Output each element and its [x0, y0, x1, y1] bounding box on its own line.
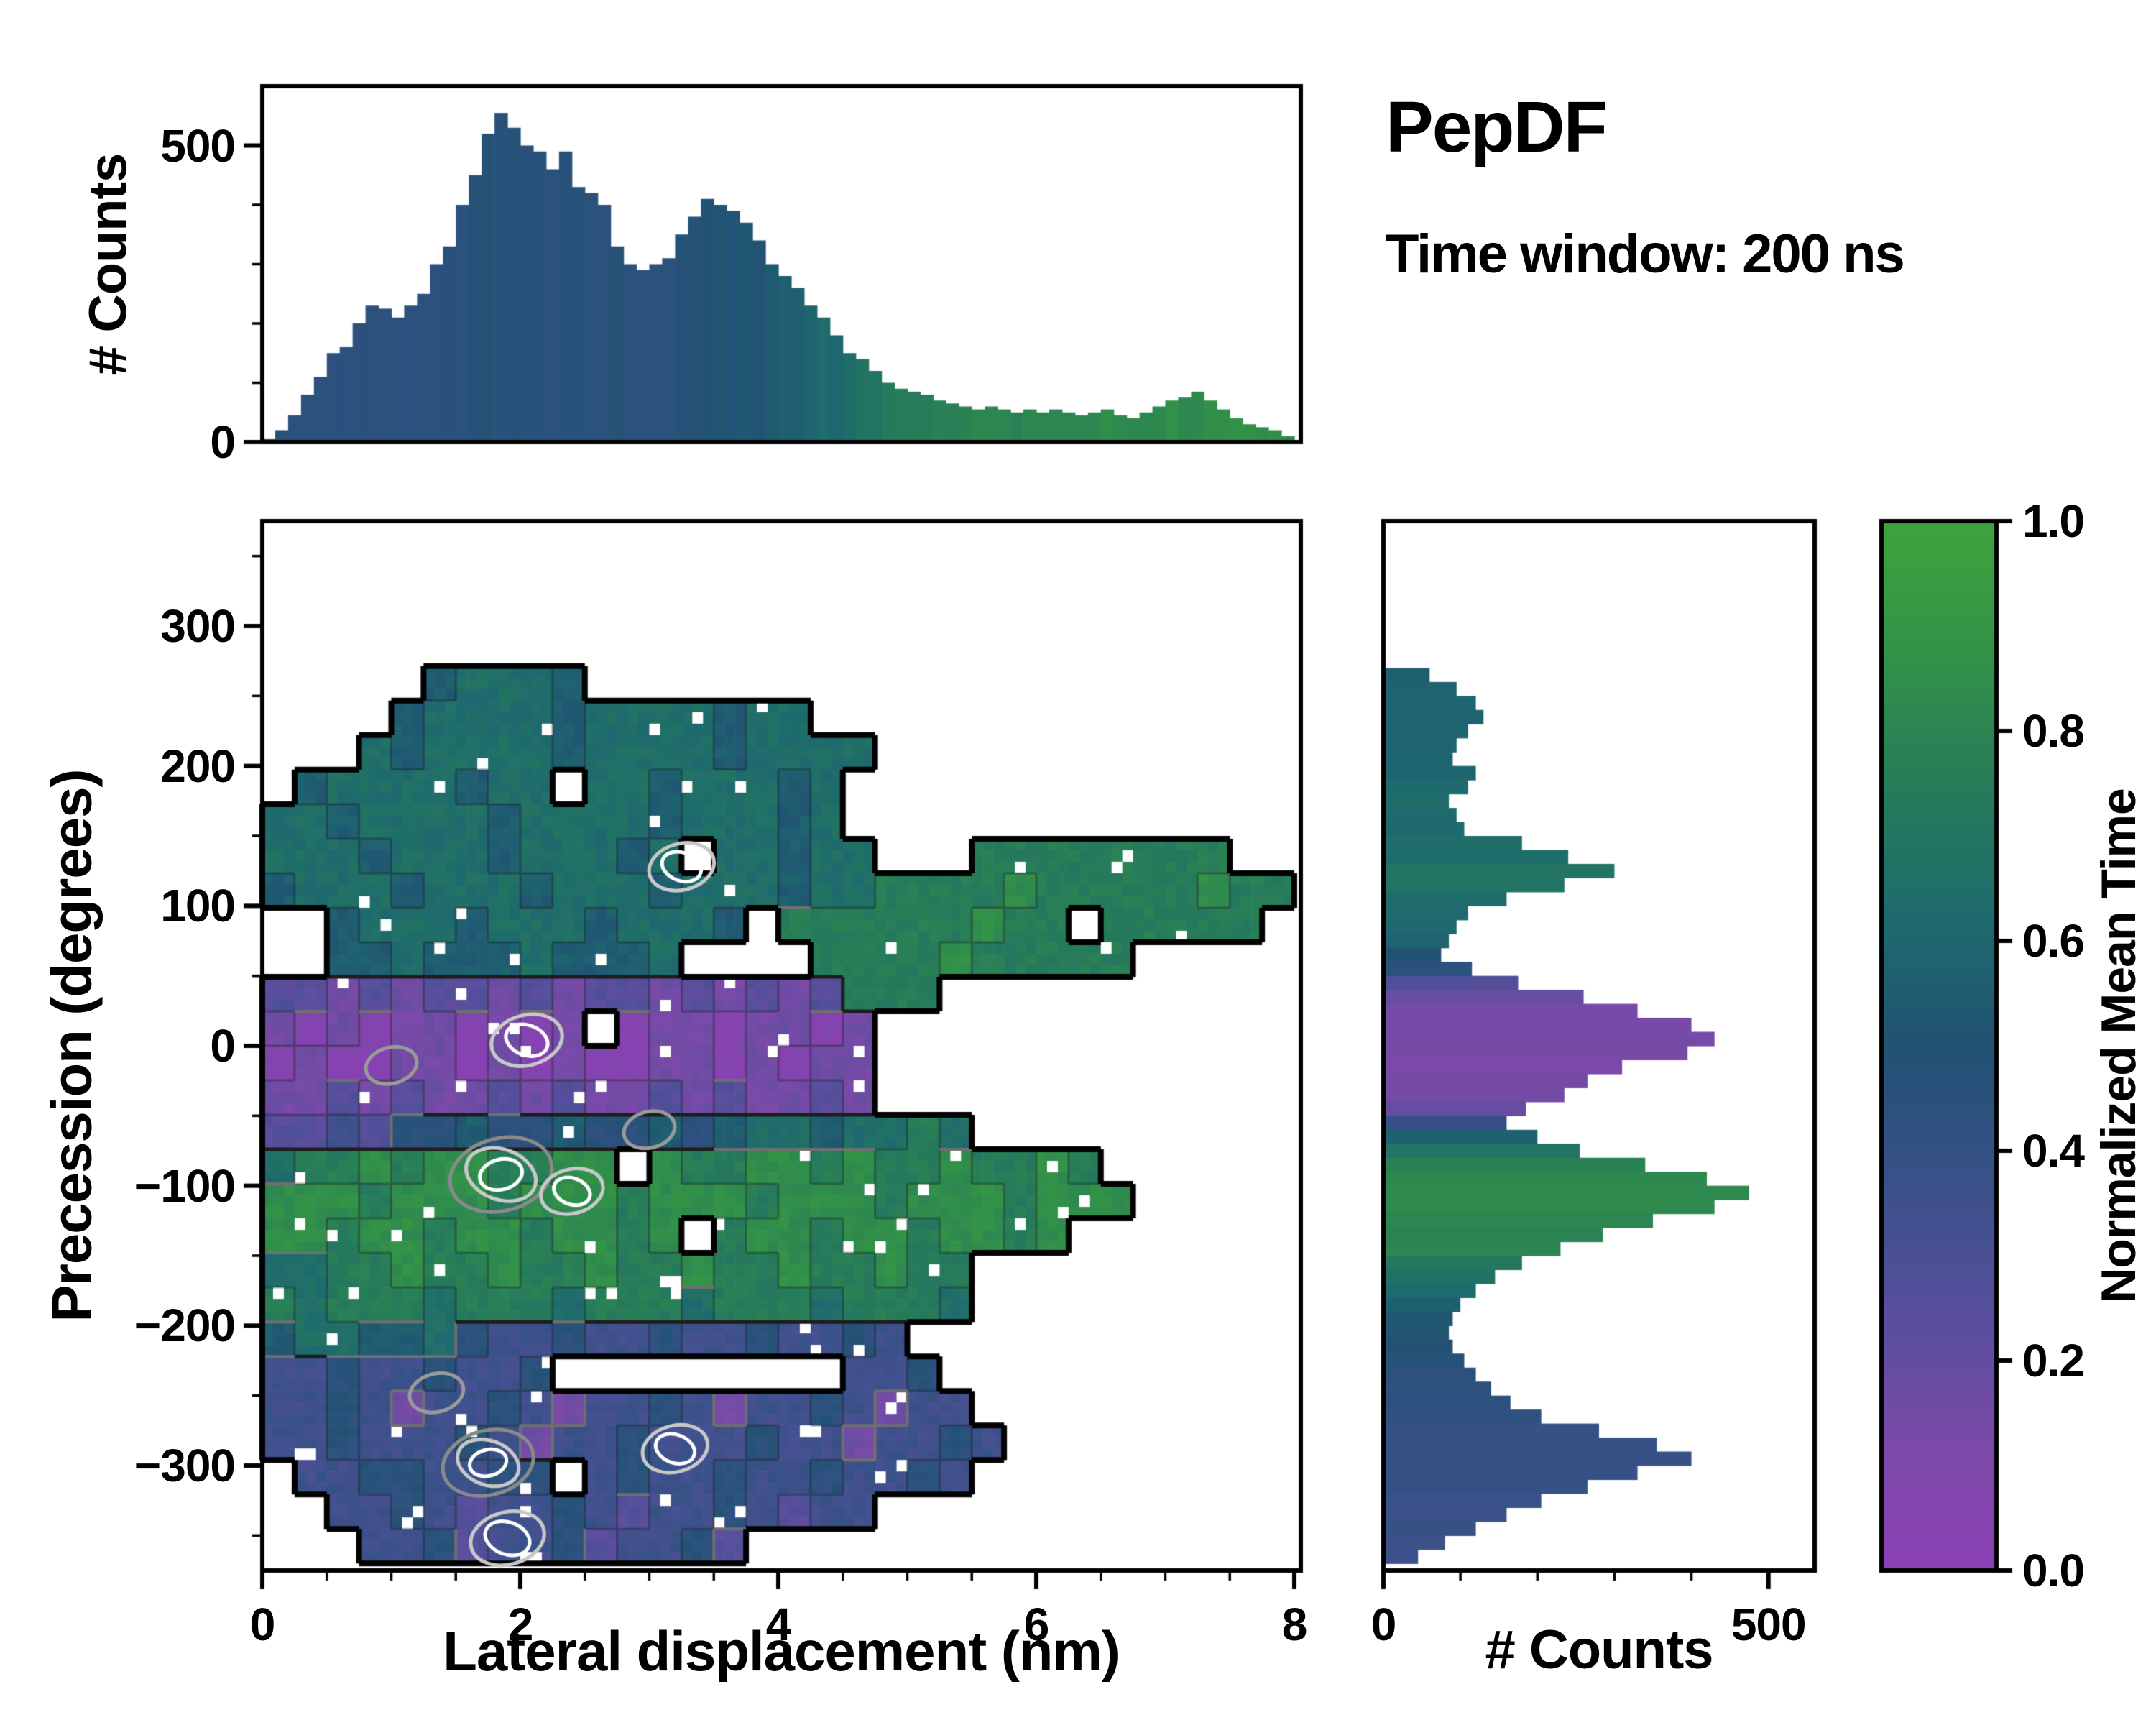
figure-title: PepDF [1386, 87, 1608, 167]
y-axis-label: Precession (degrees) [40, 769, 103, 1322]
main-x-tick-label: 8 [1281, 1598, 1308, 1650]
main-y-tick-label: −200 [134, 1300, 236, 1352]
main-y-tick-label: 100 [160, 880, 236, 932]
colorbar-label: Normalized Mean Time [2091, 788, 2146, 1303]
colorbar-tick-label: 0.4 [2022, 1125, 2085, 1177]
colorbar-tick-label: 0.2 [2022, 1335, 2085, 1386]
main-y-tick-label: 0 [210, 1020, 236, 1072]
colorbar-tick-label: 0.8 [2022, 705, 2085, 757]
main-y-tick-label: 200 [160, 740, 236, 792]
main-x-tick-label: 4 [765, 1598, 792, 1650]
colorbar-tick-label: 0.0 [2022, 1545, 2085, 1596]
x-axis-label: Lateral displacement (nm) [443, 1619, 1120, 1683]
colorbar-tick-label: 0.6 [2022, 915, 2085, 967]
right-hist-x-tick-label: 500 [1731, 1598, 1807, 1650]
main-y-tick-label: −300 [134, 1440, 236, 1491]
main-x-tick-label: 2 [507, 1598, 534, 1650]
main-x-tick-label: 0 [249, 1598, 276, 1650]
colorbar-tick-label: 1.0 [2022, 495, 2085, 547]
top-hist-y-tick-label: 500 [160, 119, 236, 172]
figure-subtitle: Time window: 200 ns [1386, 224, 1905, 285]
top-hist-y-tick-label: 0 [210, 416, 236, 468]
main-y-tick-label: −100 [134, 1159, 236, 1212]
right-hist-x-axis-label: # Counts [1485, 1619, 1713, 1680]
top-hist-y-axis-label: # Counts [78, 153, 138, 376]
right-hist-x-tick-label: 0 [1370, 1598, 1397, 1650]
main-y-tick-label: 300 [160, 600, 236, 652]
main-x-tick-label: 6 [1023, 1598, 1050, 1650]
